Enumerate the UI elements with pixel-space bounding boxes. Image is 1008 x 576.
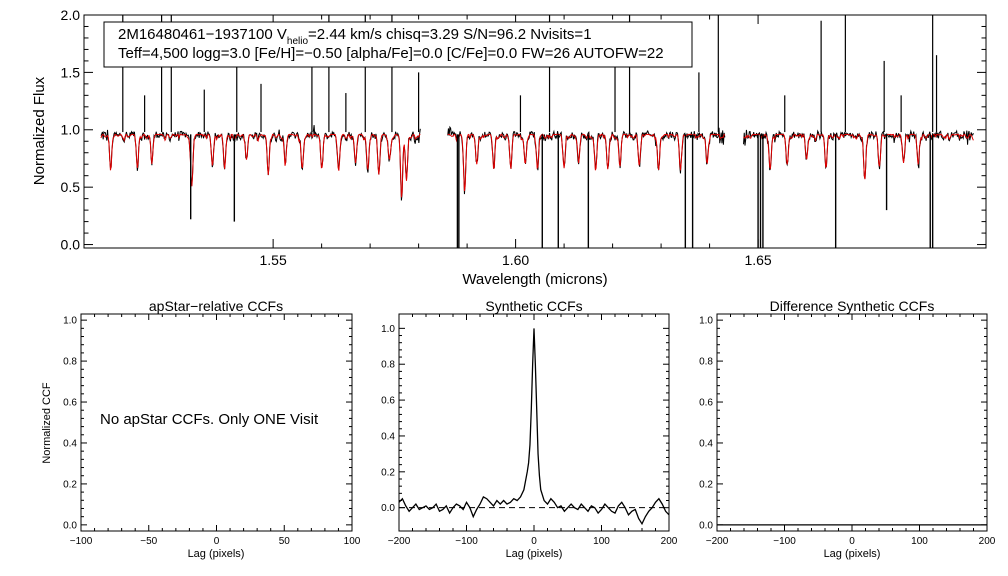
x-tick-label: 1.55	[260, 252, 287, 268]
synthetic-ccf-panel: Synthetic CCFs −200 −100 0 100 200 0.0 0.2 0.4 0…	[381, 298, 678, 560]
info-box	[103, 21, 693, 68]
x-tick-label: −100	[70, 536, 93, 547]
no-data-message: No apStar CCFs. Only ONE Visit	[100, 411, 319, 428]
x-tick-label: 100	[593, 536, 610, 547]
y-tick-label: 0.8	[63, 357, 77, 368]
x-tick-label: −50	[140, 536, 157, 547]
x-axis-label: Lag (pixels)	[506, 548, 563, 560]
x-axis-label: Lag (pixels)	[824, 548, 881, 560]
spectrum-panel: 1.55 1.60 1.65 0.0 0.5 1.0 1.5 2.0 2M16480461−1…	[31, 7, 987, 288]
info-line-2: Teff=4,500 logg=3.0 [Fe/H]=−0.50 [alpha/…	[118, 45, 664, 62]
apstar-ccf-panel: apStar−relative CCFs −100 −50 0 50 100 0.0 0.2…	[41, 298, 361, 560]
y-tick-label: 0.8	[699, 357, 713, 368]
difference-ccf-panel: Difference Synthetic CCFs −200 −100 0 100 20…	[699, 298, 996, 560]
y-tick-label: 0.5	[61, 179, 81, 195]
synthetic-ccf-data-layer	[398, 328, 670, 526]
y-tick-label: 0.6	[699, 398, 713, 409]
observed-spectrum-chip-3	[743, 129, 974, 180]
synthetic-ccf-line	[398, 328, 670, 526]
panel-title: Difference Synthetic CCFs	[770, 298, 935, 314]
x-tick-label: 1.60	[502, 252, 529, 268]
y-tick-label: 0.0	[699, 520, 713, 531]
spectrum-plot-frame	[83, 14, 987, 249]
x-tick-label: −100	[773, 536, 796, 547]
info-line-1: 2M16480461−1937100 Vhelio=2.44 km/s chis…	[118, 26, 592, 47]
model-spectrum-chip-2	[447, 133, 726, 192]
model-spectrum-chip-3	[743, 133, 974, 180]
y-axis-label: Normalized Flux	[31, 76, 48, 185]
y-tick-label: 2.0	[61, 7, 81, 23]
y-tick-label: 0.2	[63, 479, 77, 490]
y-tick-label: 0.6	[381, 396, 395, 407]
synthetic-ccf-axis-ticks: −200 −100 0 100 200 0.0 0.2 0.4 0.6 0.8 1.0	[381, 314, 678, 547]
y-tick-label: 1.0	[63, 316, 77, 327]
x-axis-label: Wavelength (microns)	[462, 271, 607, 288]
x-axis-label: Lag (pixels)	[188, 548, 245, 560]
y-tick-label: 0.8	[381, 360, 395, 371]
y-axis-label: Normalized CCF	[41, 382, 53, 464]
synthetic-ccf-plot-frame	[398, 313, 670, 532]
y-tick-label: 1.0	[61, 122, 81, 138]
y-tick-label: 1.0	[381, 324, 395, 335]
y-tick-label: 0.0	[63, 520, 77, 531]
y-tick-label: 0.6	[63, 398, 77, 409]
x-tick-label: 200	[979, 536, 996, 547]
x-tick-label: 1.65	[744, 252, 771, 268]
difference-ccf-axis-ticks: −200 −100 0 100 200 0.0 0.2 0.4 0.6 0.8 1.0	[699, 314, 996, 547]
y-tick-label: 0.4	[699, 438, 713, 449]
x-tick-label: 100	[911, 536, 928, 547]
x-tick-label: −200	[388, 536, 411, 547]
y-tick-label: 0.2	[699, 479, 713, 490]
x-tick-label: 100	[344, 536, 361, 547]
x-tick-label: 0	[531, 536, 537, 547]
panel-title: Synthetic CCFs	[485, 298, 582, 314]
x-tick-label: 200	[661, 536, 678, 547]
y-tick-label: 0.4	[381, 431, 395, 442]
y-tick-label: 0.4	[63, 438, 77, 449]
spectrum-axis-ticks: 1.55 1.60 1.65 0.0 0.5 1.0 1.5 2.0	[61, 7, 986, 268]
y-tick-label: 1.5	[61, 64, 81, 80]
difference-ccf-plot-frame	[716, 313, 988, 532]
model-spectrum-chip-1	[100, 133, 421, 198]
y-tick-label: 0.0	[381, 503, 395, 514]
x-tick-label: 0	[214, 536, 220, 547]
x-tick-label: −100	[455, 536, 478, 547]
x-tick-label: 0	[849, 536, 855, 547]
apstar-ccf-axis-ticks: −100 −50 0 50 100 0.0 0.2 0.4 0.6 0.8 1.0	[63, 314, 361, 547]
y-tick-label: 0.2	[381, 467, 395, 478]
x-tick-label: −200	[706, 536, 729, 547]
y-tick-label: 0.0	[61, 236, 81, 252]
x-tick-label: 50	[279, 536, 291, 547]
y-tick-label: 1.0	[699, 316, 713, 327]
panel-title: apStar−relative CCFs	[149, 298, 283, 314]
